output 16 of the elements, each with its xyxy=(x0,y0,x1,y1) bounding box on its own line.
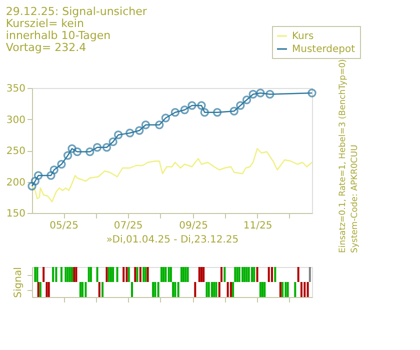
x-tick-label: 09/25 xyxy=(179,220,208,232)
legend-label: Musterdepot xyxy=(292,44,356,55)
y-tick-label: 150 xyxy=(6,208,26,220)
text: Einsatz=0.1, Rate=1, Hebel=3 (BenchTyp=0) xyxy=(338,59,348,253)
y-tick-label: 250 xyxy=(6,146,26,157)
x-tick-label: 07/25 xyxy=(114,220,143,232)
text: System-Code: APKR0CUU xyxy=(350,144,360,253)
legend-label: Kurs xyxy=(292,31,314,42)
x-tick-label: 11/25 xyxy=(243,220,272,232)
y-tick-label: 200 xyxy=(6,177,26,188)
y-tick-label: 350 xyxy=(6,84,26,94)
y-axis-title: Signal xyxy=(13,267,24,298)
chart-subtitle: 29.12.25: Signal-unsicher Kursziel= kein innerhalb 10-Tagen Vortag= 232.4 xyxy=(6,5,148,54)
x-tick-label: 05/25 xyxy=(50,220,78,232)
y-tick-label: 300 xyxy=(6,114,26,126)
x-axis-title: »Di,01.04.25 - Di,23.12.25 xyxy=(106,234,239,246)
